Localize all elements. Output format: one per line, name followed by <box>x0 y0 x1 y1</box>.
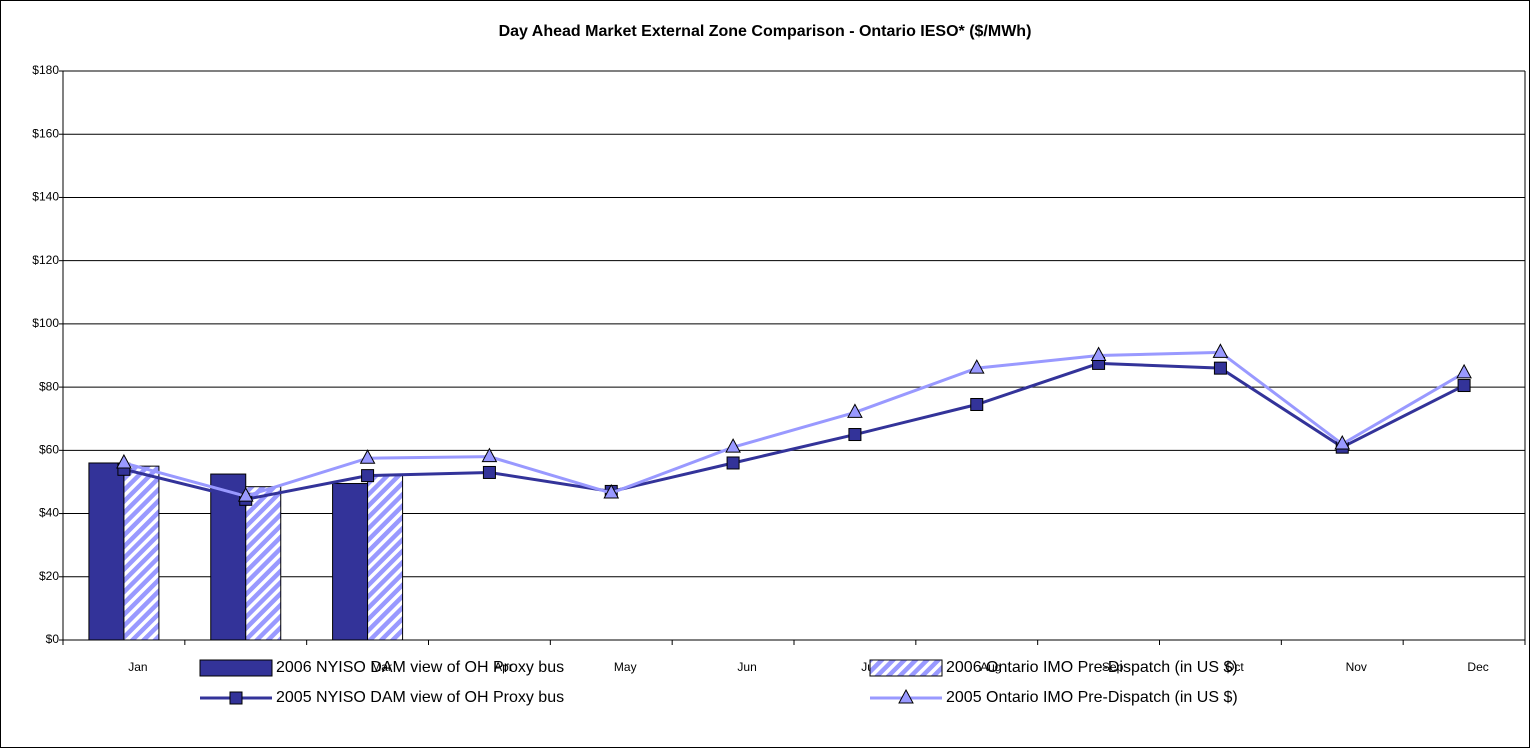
bar <box>123 465 160 641</box>
bar <box>332 483 369 641</box>
y-tick-label: $160 <box>32 126 59 140</box>
marker <box>1213 361 1227 375</box>
x-tick-label: May <box>614 660 637 674</box>
y-tick-label: $100 <box>32 316 59 330</box>
line <box>123 350 1465 498</box>
marker <box>1456 363 1472 379</box>
marker <box>968 359 985 374</box>
legend-swatch <box>869 659 943 677</box>
chart-title: Day Ahead Market External Zone Compariso… <box>499 23 1032 40</box>
marker <box>1457 379 1471 393</box>
bar <box>367 475 404 641</box>
marker <box>359 449 376 464</box>
marker <box>116 453 132 469</box>
marker <box>1212 343 1229 358</box>
bar <box>245 486 282 641</box>
marker <box>229 691 243 705</box>
y-tick-label: $180 <box>32 63 59 77</box>
marker <box>847 403 863 418</box>
x-tick-label: Mar <box>371 660 392 674</box>
marker <box>1334 434 1351 450</box>
marker <box>361 469 375 483</box>
marker <box>898 688 914 704</box>
legend-label: 2005 Ontario IMO Pre-Dispatch (in US $) <box>946 689 1238 706</box>
x-tick-label: Sep <box>1102 660 1124 674</box>
y-tick-label: $80 <box>39 379 59 393</box>
legend-label: 2005 NYISO DAM view of OH Proxy bus <box>276 689 564 706</box>
marker <box>848 428 862 442</box>
legend-label: 2006 Ontario IMO Pre-Dispatch (in US $) <box>946 659 1238 676</box>
x-tick-label: Aug <box>980 660 1001 674</box>
marker <box>725 438 741 453</box>
x-tick-label: Jun <box>737 660 756 674</box>
marker <box>237 487 254 502</box>
y-tick-label: $0 <box>46 632 60 646</box>
x-tick-label: Nov <box>1346 660 1367 674</box>
marker <box>603 483 620 499</box>
y-tick-label: $120 <box>32 253 59 267</box>
marker <box>482 465 496 479</box>
marker <box>726 456 740 470</box>
x-tick-label: Jan <box>128 660 147 674</box>
line <box>123 361 1465 501</box>
bar <box>88 462 125 641</box>
marker <box>481 447 498 463</box>
y-tick-label: $20 <box>39 569 59 583</box>
y-tick-label: $60 <box>39 443 59 457</box>
legend-label: 2006 NYISO DAM view of OH Proxy bus <box>276 659 564 676</box>
x-tick-label: Dec <box>1467 660 1488 674</box>
y-tick-label: $40 <box>39 506 59 520</box>
marker <box>970 397 984 411</box>
x-tick-label: Apr <box>494 660 513 674</box>
marker <box>1090 346 1107 361</box>
y-tick-label: $140 <box>32 190 59 204</box>
x-tick-label: Oct <box>1225 660 1244 674</box>
legend-swatch <box>199 659 273 677</box>
